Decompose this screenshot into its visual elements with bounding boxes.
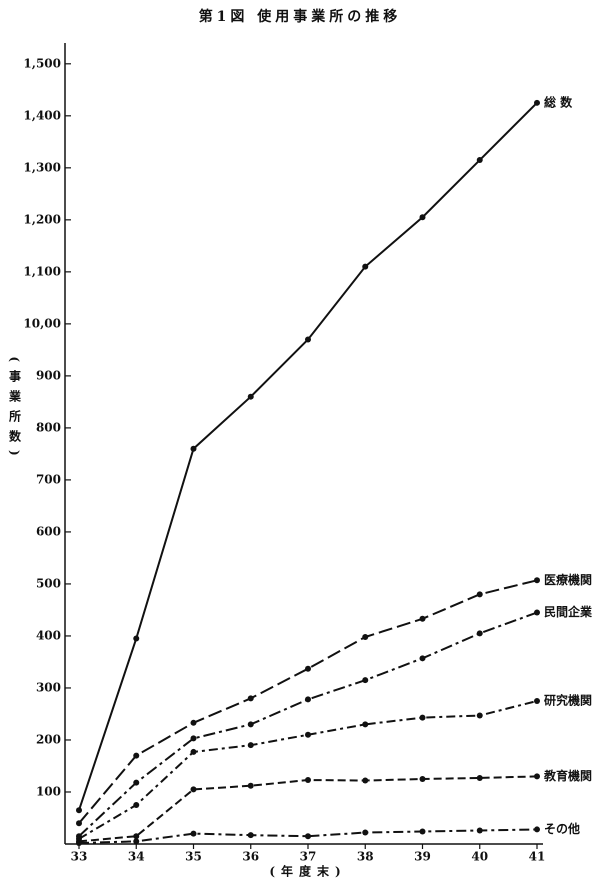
point	[419, 714, 426, 721]
x-tick-label: 39	[414, 850, 431, 864]
point	[190, 830, 197, 837]
series-line	[78, 775, 538, 843]
point	[419, 828, 426, 835]
y-tick-label: 1,500	[23, 56, 61, 70]
point	[476, 157, 483, 164]
point	[247, 393, 254, 400]
y-tick-label: 1,300	[23, 160, 61, 174]
point	[247, 832, 254, 839]
point	[247, 695, 254, 702]
y-tick-label: 800	[36, 420, 61, 434]
y-tick-label: 600	[36, 524, 61, 538]
point	[133, 779, 140, 786]
point	[247, 742, 254, 749]
x-tick-label: 36	[242, 850, 259, 864]
point	[190, 748, 197, 755]
point	[419, 775, 426, 782]
y-tick-label: 300	[36, 680, 61, 694]
y-tick-label: 10,00	[23, 316, 61, 330]
point	[362, 263, 369, 270]
x-tick-label: 41	[529, 850, 546, 864]
point	[419, 615, 426, 622]
point	[534, 577, 540, 584]
point	[362, 777, 369, 784]
y-tick-label: 500	[36, 576, 61, 590]
x-tick-label: 33	[71, 850, 88, 864]
point	[534, 826, 540, 833]
y-tick-label: 400	[36, 628, 61, 642]
point	[476, 712, 483, 719]
point	[305, 777, 311, 784]
point	[133, 838, 140, 845]
point	[476, 591, 483, 598]
point	[362, 633, 369, 640]
point	[476, 827, 483, 834]
series-line	[78, 102, 538, 811]
point	[247, 782, 254, 789]
point	[133, 833, 140, 840]
y-tick-label: 200	[36, 732, 61, 746]
point	[305, 665, 311, 672]
series-label: 総 数	[544, 94, 573, 109]
point	[419, 214, 426, 221]
x-tick-label: 35	[185, 850, 202, 864]
point	[76, 839, 82, 846]
point	[534, 697, 540, 704]
point	[362, 677, 369, 684]
x-axis-label: (年度末)	[269, 864, 346, 879]
chart-title: 第1図 使用事業所の推移	[199, 8, 402, 25]
point	[419, 655, 426, 662]
point	[133, 801, 140, 808]
point	[305, 696, 311, 703]
series-line	[78, 828, 538, 844]
point	[476, 774, 483, 781]
y-tick-label: 1,400	[23, 108, 61, 122]
point	[362, 829, 369, 836]
point	[305, 833, 311, 840]
point	[476, 630, 483, 637]
point	[534, 609, 540, 616]
point	[534, 99, 540, 106]
series-line	[78, 611, 538, 837]
series-label: その他	[544, 821, 580, 836]
point	[190, 719, 197, 726]
y-tick-label: 700	[36, 472, 61, 486]
point	[190, 445, 197, 452]
point	[133, 752, 140, 759]
series-label: 民間企業	[544, 604, 593, 619]
point	[362, 721, 369, 728]
series-line	[78, 699, 538, 840]
point	[190, 735, 197, 742]
x-tick-label: 37	[300, 850, 317, 864]
series-label: 研究機関	[544, 692, 592, 707]
series-label: 教育機関	[543, 768, 592, 783]
y-tick-label: 100	[36, 784, 61, 798]
point	[190, 786, 197, 793]
x-tick-label: 38	[357, 850, 374, 864]
x-tick-label: 34	[128, 850, 145, 864]
point	[76, 807, 82, 814]
series-label: 医療機関	[544, 572, 592, 587]
point	[534, 773, 540, 780]
point	[133, 635, 140, 642]
point	[305, 336, 311, 343]
point	[305, 731, 311, 738]
y-tick-label: 900	[36, 368, 61, 382]
point	[76, 820, 82, 827]
series-line	[78, 579, 538, 824]
y-tick-label: 1,100	[23, 264, 61, 278]
x-tick-label: 40	[471, 850, 488, 864]
y-axis-label: (事業所数)	[8, 356, 22, 463]
y-tick-label: 1,200	[23, 212, 61, 226]
point	[247, 721, 254, 728]
